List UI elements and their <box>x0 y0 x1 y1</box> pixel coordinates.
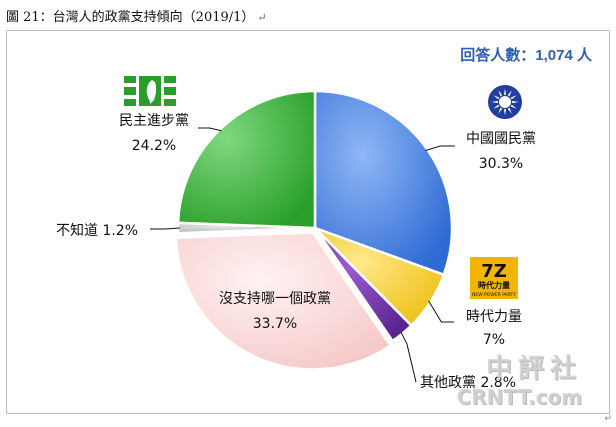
label-no-support: 沒支持哪一個政黨 33.7% <box>205 288 345 332</box>
label-dont-know: 不知道 1.2% <box>56 220 138 240</box>
npp-logo-text: 時代力量 <box>478 280 510 290</box>
watermark-line2: CRNTT.com <box>456 385 582 409</box>
kmt-sun-ray <box>507 90 512 97</box>
label-npp: 時代力量 7% <box>454 306 534 348</box>
figure-caption: 圖 21：台灣人的政黨支持傾向（2019/1） ↵ <box>6 6 267 25</box>
kmt-sun-ray <box>493 104 500 109</box>
leader-others <box>400 331 417 383</box>
leader-kmt <box>425 145 455 152</box>
label-dpp-name: 民主進步黨 <box>119 113 189 129</box>
respondent-count: 回答人數：1,074 人 <box>460 47 592 64</box>
label-others: 其他政黨 2.8% <box>420 372 516 392</box>
return-mark: ↵ <box>257 11 267 24</box>
slice-kmt <box>313 89 454 277</box>
label-kmt: 中國國民黨 30.3% <box>456 128 546 172</box>
label-no-support-pct: 33.7% <box>252 316 298 332</box>
label-npp-name: 時代力量 <box>466 309 522 325</box>
kmt-sun-ray <box>511 100 519 104</box>
kmt-sun-ray <box>491 100 499 104</box>
dpp-emblem-icon <box>124 76 176 106</box>
label-dont-know-name: 不知道 <box>56 223 98 239</box>
label-no-support-name: 沒支持哪一個政黨 <box>219 291 331 307</box>
label-others-pct: 2.8% <box>480 375 517 391</box>
kmt-emblem-icon <box>488 85 522 119</box>
label-kmt-name: 中國國民黨 <box>466 131 536 147</box>
label-dpp: 民主進步黨 24.2% <box>104 110 204 154</box>
kmt-sun-ray <box>510 104 517 109</box>
label-kmt-pct: 30.3% <box>478 156 524 172</box>
corner-return-mark: ↵ <box>604 414 612 424</box>
slice-no-support <box>174 231 393 371</box>
watermark-line1: 中評社 <box>485 354 582 384</box>
npp-emblem-icon: 7Z 時代力量 NEW POWER PARTY <box>470 257 518 299</box>
kmt-sun-ray <box>498 90 503 97</box>
kmt-sun-ray <box>503 108 507 116</box>
kmt-sun-ray <box>493 95 500 100</box>
label-npp-pct: 7% <box>482 332 506 348</box>
caption-text: 圖 21：台灣人的政黨支持傾向（2019/1） <box>6 10 255 25</box>
kmt-sun-ray <box>507 107 512 114</box>
npp-logo-subtext: NEW POWER PARTY <box>472 292 516 298</box>
leader-dpp <box>198 127 222 132</box>
kmt-sun-ray <box>510 95 517 100</box>
watermark: 中評社 CRNTT.com <box>456 348 582 409</box>
leader-dont-know <box>150 227 181 230</box>
leader-npp <box>428 300 454 323</box>
label-dont-know-pct: 1.2% <box>102 223 139 239</box>
slice-dpp <box>176 89 317 230</box>
label-dpp-pct: 24.2% <box>131 138 177 154</box>
kmt-sun-ray <box>503 88 507 96</box>
label-others-name: 其他政黨 <box>420 375 476 391</box>
kmt-sun-ray <box>498 107 503 114</box>
svg-text:7Z: 7Z <box>481 261 507 282</box>
